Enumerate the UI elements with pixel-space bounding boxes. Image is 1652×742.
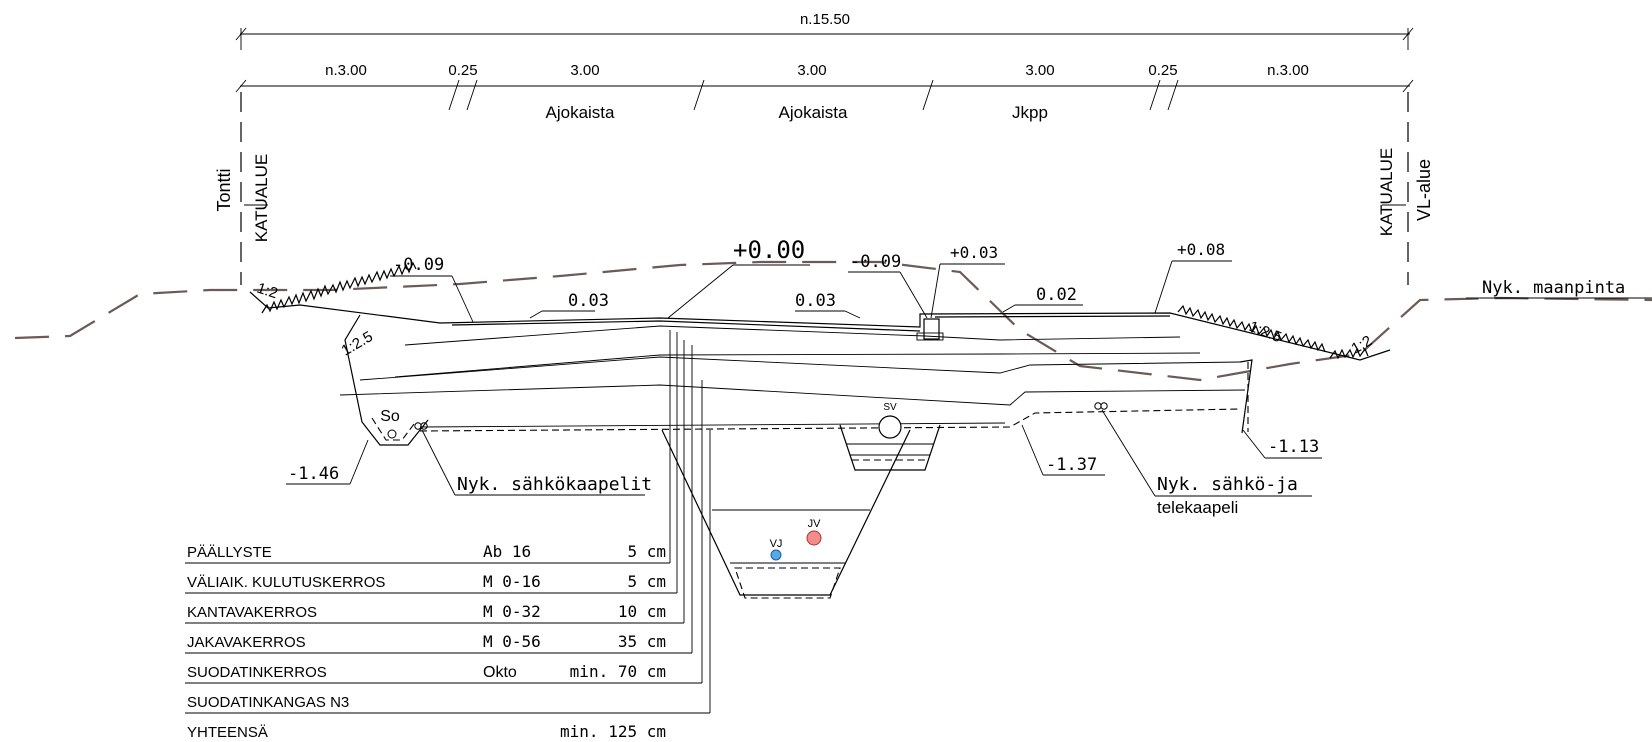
cable-icon-right xyxy=(1094,402,1108,410)
jv-label: JV xyxy=(808,518,822,530)
so-label: So xyxy=(380,408,400,425)
layer-name-5: SUODATINKERROS xyxy=(187,664,327,681)
layer-thickness-4: 35 cm xyxy=(618,632,666,651)
so-drain-icon xyxy=(387,429,397,439)
layer-thickness-1: 5 cm xyxy=(627,542,666,561)
cables-left-label: Nyk. sähkökaapelit xyxy=(457,474,652,495)
cable-icon-left xyxy=(414,422,428,430)
existing-ground-line xyxy=(14,260,1652,382)
dim-segment-7: n.3.00 xyxy=(1267,62,1309,79)
dim-segment-6: 0.25 xyxy=(1148,62,1177,79)
jv-pipe-icon xyxy=(806,530,822,546)
layer-material-4: M 0-56 xyxy=(483,632,541,651)
layer-table xyxy=(185,330,711,714)
layer-material-5: Okto xyxy=(483,664,517,681)
vj-label: VJ xyxy=(770,538,783,550)
level-ditch-right: -1.13 xyxy=(1268,437,1319,457)
layer-thickness-7: min. 125 cm xyxy=(560,722,666,741)
layer-name-1: PÄÄLLYSTE xyxy=(187,544,272,561)
slope-left-outer: 1:2 xyxy=(255,280,280,303)
layer-name-4: JAKAVAKERROS xyxy=(187,634,306,651)
layer-thickness-5: min. 70 cm xyxy=(570,662,666,681)
layer-name-2: VÄLIAIK. KULUTUSKERROS xyxy=(187,574,385,591)
total-width-label: n.15.50 xyxy=(800,11,850,28)
dim-segment-5: 3.00 xyxy=(1025,62,1054,79)
slope-right-lane: 0.03 xyxy=(795,291,836,311)
level-curb-left: -0.09 xyxy=(850,252,901,272)
slope-jkpp: 0.02 xyxy=(1036,285,1077,305)
layer-thickness-3: 10 cm xyxy=(618,602,666,621)
level-leaders xyxy=(286,260,1652,497)
boundary-left-outer: Tontti xyxy=(214,168,234,211)
level-center: +0.00 xyxy=(733,236,805,264)
dim-segment-1: n.3.00 xyxy=(325,62,367,79)
slope-left-inner: 1:2.5 xyxy=(339,328,376,359)
road-structure xyxy=(249,291,1391,446)
level-pipe-right: -1.37 xyxy=(1046,455,1097,475)
dim-segment-4: 3.00 xyxy=(797,62,826,79)
vj-pipe-icon xyxy=(770,549,782,561)
dim-segment-2: 0.25 xyxy=(448,62,477,79)
slope-right-inner: 1:2.5 xyxy=(1247,318,1284,346)
level-curb-right: +0.03 xyxy=(950,243,998,262)
layer-name-3: KANTAVAKERROS xyxy=(187,604,317,621)
slope-left-lane: 0.03 xyxy=(568,291,609,311)
grass-right xyxy=(1177,304,1326,353)
layer-name-6: SUODATINKANGAS N3 xyxy=(187,694,349,711)
boundary-left-inner: KATUALUE xyxy=(252,154,271,243)
layer-material-1: Ab 16 xyxy=(483,542,531,561)
cables-right-label-2: telekaapeli xyxy=(1157,498,1238,517)
lane-label-3: Jkpp xyxy=(1012,103,1048,122)
sv-label: SV xyxy=(883,402,897,413)
pipe-trench xyxy=(661,424,941,599)
lane-label-1: Ajokaista xyxy=(546,103,616,122)
layer-thickness-2: 5 cm xyxy=(627,572,666,591)
existing-ground-label: Nyk. maanpinta xyxy=(1482,278,1625,298)
layer-name-7: YHTEENSÄ xyxy=(187,724,268,741)
level-right-edge: +0.08 xyxy=(1177,240,1225,259)
boundary-right-outer: VL-alue xyxy=(1414,159,1434,221)
grass-left xyxy=(261,261,417,314)
layer-material-3: M 0-32 xyxy=(483,602,541,621)
dimension-lines xyxy=(235,27,1414,111)
lane-label-2: Ajokaista xyxy=(779,103,849,122)
layer-material-2: M 0-16 xyxy=(483,572,541,591)
boundary-right-inner: KATUALUE xyxy=(1377,148,1396,237)
slope-right-outer: 1:2 xyxy=(1349,332,1376,357)
property-boundaries xyxy=(240,92,1409,285)
level-ditch-left: -1.46 xyxy=(288,464,339,484)
sv-pipe-icon xyxy=(878,415,902,439)
level-left-edge: -0.09 xyxy=(393,255,444,275)
dim-segment-3: 3.00 xyxy=(570,62,599,79)
cables-right-label-1: Nyk. sähkö-ja xyxy=(1157,474,1298,495)
